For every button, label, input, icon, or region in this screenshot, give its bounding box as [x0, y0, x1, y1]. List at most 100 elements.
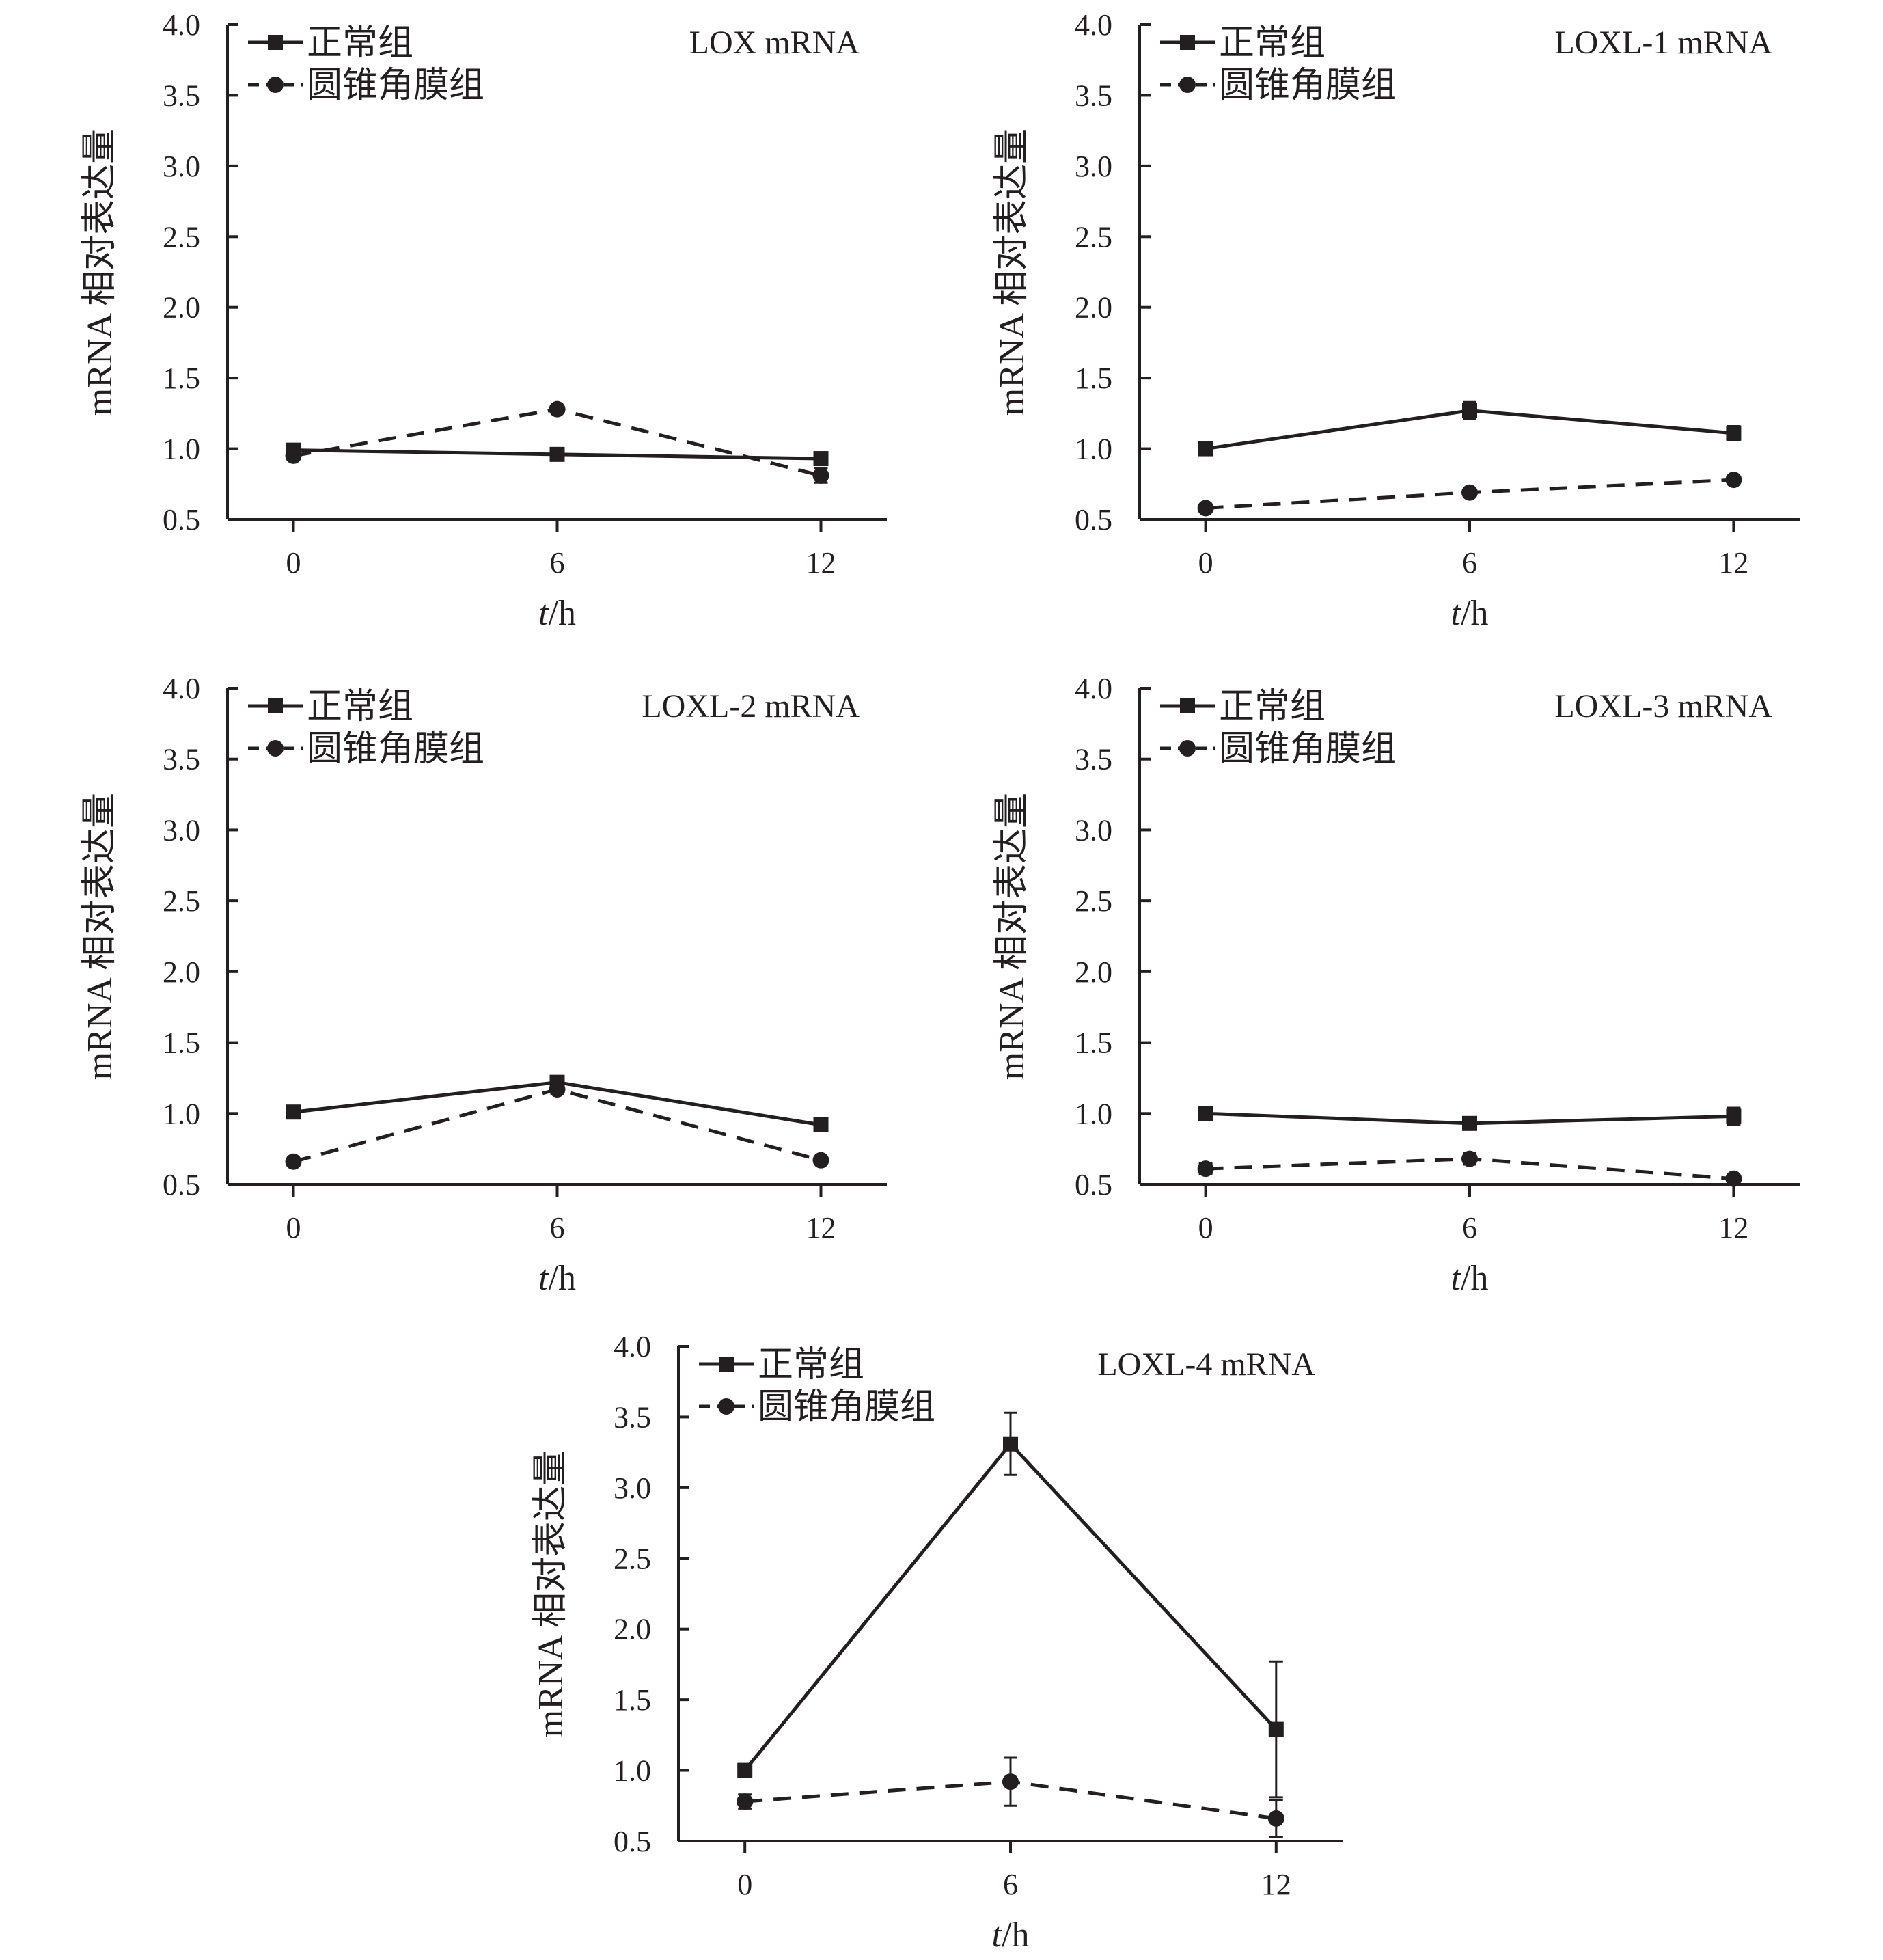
series-keratoconus: [1197, 1150, 1742, 1187]
legend-marker-square: [268, 698, 283, 713]
y-tick-label: 4.0: [163, 8, 200, 42]
data-point-square: [813, 451, 829, 467]
y-tick-label: 1.5: [163, 1026, 200, 1060]
x-tick-label: 6: [1462, 546, 1477, 580]
legend-marker-circle: [267, 740, 284, 757]
panel-title: LOXL-3 mRNA: [1554, 688, 1772, 724]
y-tick-label: 3.0: [1075, 813, 1112, 847]
y-tick-label: 2.0: [1075, 291, 1112, 325]
y-tick-label: 2.5: [163, 220, 200, 254]
y-tick-label: 2.5: [163, 884, 200, 918]
data-point-square: [1268, 1721, 1284, 1737]
chart-panel-4: 0.5 1.0 1.5 2.0 2.5 3.0 3.5 4.0 0 6 12 t/h mRNA 相对表达…: [993, 672, 1800, 1298]
x-axis-title: t/h: [992, 1916, 1030, 1955]
x-tick-label: 12: [1718, 1211, 1748, 1244]
legend-label: 圆锥角膜组: [307, 730, 484, 769]
y-tick-label: 2.0: [1075, 955, 1112, 989]
y-tick-label: 2.0: [614, 1613, 651, 1646]
x-tick-label: 6: [1462, 1211, 1477, 1244]
y-tick-label: 3.0: [1075, 150, 1112, 183]
data-point-circle: [285, 447, 302, 464]
panel-title: LOX mRNA: [689, 25, 860, 61]
legend-label: 正常组: [307, 688, 413, 726]
data-point-circle: [812, 467, 829, 484]
y-tick-label: 0.5: [163, 503, 200, 536]
y-tick-label: 3.0: [163, 813, 200, 847]
x-tick-label: 12: [806, 1211, 836, 1244]
x-tick-label: 0: [286, 546, 301, 580]
series-normal: [286, 442, 829, 467]
x-axis-title-unit: /h: [549, 1259, 576, 1298]
y-tick-label: 4.0: [1075, 672, 1112, 705]
chart-panel-1: 0.5 1.0 1.5 2.0 2.5 3.0 3.5 4.0 0 6 12 t/h mRNA 相对表达…: [81, 8, 887, 633]
data-point-square: [1462, 1115, 1477, 1131]
panel-title: LOXL-4 mRNA: [1097, 1346, 1315, 1383]
legend-label: 正常组: [307, 24, 413, 63]
y-tick-label: 2.5: [614, 1542, 651, 1575]
data-point-circle: [1461, 484, 1478, 501]
legend-marker-square: [268, 35, 283, 50]
data-point-square: [813, 1117, 829, 1132]
y-tick-label: 0.5: [1075, 503, 1112, 536]
x-axis-title-unit: /h: [1461, 594, 1488, 633]
y-tick-label: 4.0: [163, 672, 200, 705]
y-tick-label: 2.5: [1075, 220, 1112, 254]
legend-label: 圆锥角膜组: [307, 66, 484, 105]
legend-label: 圆锥角膜组: [1219, 730, 1397, 769]
y-tick-label: 2.0: [163, 955, 200, 989]
legend-label: 正常组: [1219, 688, 1325, 726]
y-tick-label: 3.5: [1075, 79, 1112, 112]
data-point-square: [1198, 441, 1213, 457]
y-tick-label: 3.5: [163, 743, 200, 776]
x-tick-label: 6: [550, 546, 565, 580]
x-tick-label: 0: [286, 1211, 301, 1244]
data-point-square: [1003, 1436, 1018, 1452]
legend-label: 圆锥角膜组: [758, 1388, 935, 1427]
x-axis-title-variable: t: [1451, 1259, 1462, 1298]
y-axis-title: mRNA 相对表达量: [81, 128, 120, 416]
x-axis-title-variable: t: [538, 594, 549, 633]
y-tick-label: 2.5: [1075, 884, 1112, 918]
data-point-circle: [549, 1081, 566, 1098]
data-point-square: [549, 446, 565, 462]
data-point-square: [1198, 1106, 1213, 1121]
y-tick-label: 1.0: [163, 433, 200, 466]
series-keratoconus: [285, 1081, 829, 1170]
x-axis-title-variable: t: [992, 1916, 1003, 1955]
y-axis-title: mRNA 相对表达量: [81, 793, 120, 1080]
x-axis-title: t/h: [1451, 594, 1489, 633]
legend-label: 正常组: [1219, 24, 1325, 63]
y-tick-label: 1.0: [1075, 1097, 1112, 1130]
data-point-circle: [549, 400, 566, 418]
data-point-square: [286, 1104, 301, 1120]
data-point-circle: [737, 1793, 754, 1810]
x-axis-title: t/h: [1451, 1259, 1489, 1298]
data-point-square: [1726, 425, 1742, 441]
legend-marker-circle: [718, 1398, 734, 1415]
y-axis-title: mRNA 相对表达量: [993, 128, 1032, 416]
chart-panel-3: 0.5 1.0 1.5 2.0 2.5 3.0 3.5 4.0 0 6 12 t/h mRNA 相对表达…: [81, 672, 887, 1298]
legend-marker-square: [1180, 698, 1195, 713]
x-axis-title: t/h: [538, 1259, 576, 1298]
legend-label: 正常组: [758, 1346, 864, 1385]
y-tick-label: 3.5: [1075, 743, 1112, 776]
x-tick-label: 6: [550, 1211, 565, 1244]
series-normal: [1198, 1106, 1742, 1131]
y-tick-label: 3.0: [614, 1471, 651, 1505]
series-line: [293, 407, 822, 478]
y-tick-label: 1.5: [1075, 362, 1112, 395]
panel-title: LOXL-1 mRNA: [1554, 25, 1772, 61]
x-tick-label: 0: [1198, 546, 1213, 580]
y-tick-label: 4.0: [1075, 8, 1112, 42]
x-axis-title: t/h: [538, 594, 576, 633]
series-keratoconus: [285, 400, 829, 484]
data-point-circle: [285, 1153, 302, 1170]
y-tick-label: 3.5: [163, 79, 200, 112]
data-point-circle: [1725, 1170, 1742, 1187]
data-point-square: [1462, 403, 1477, 418]
y-tick-label: 0.5: [1075, 1168, 1112, 1201]
